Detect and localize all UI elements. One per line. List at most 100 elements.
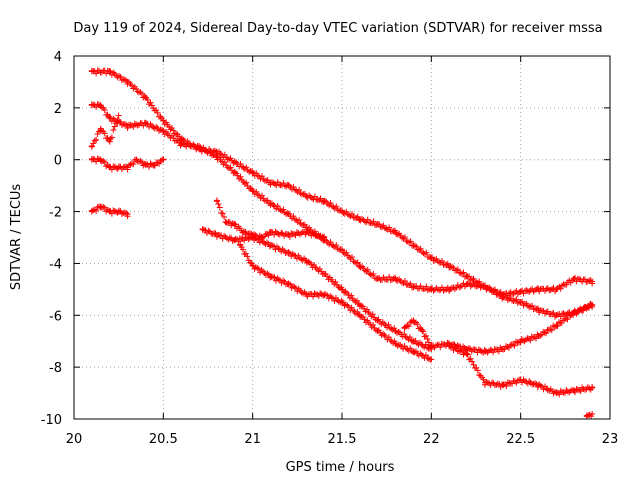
data-point xyxy=(101,107,108,114)
data-point xyxy=(493,381,500,388)
data-point xyxy=(369,311,376,318)
data-point xyxy=(543,330,550,337)
data-point xyxy=(432,342,439,349)
data-point xyxy=(134,88,141,95)
data-point xyxy=(333,242,340,249)
data-point xyxy=(356,216,363,223)
data-point xyxy=(249,169,256,176)
data-point xyxy=(115,164,122,171)
data-point xyxy=(535,382,542,389)
data-point xyxy=(361,316,368,323)
data-point xyxy=(292,285,299,292)
data-point xyxy=(348,292,355,299)
data-point xyxy=(424,335,431,342)
data-point xyxy=(524,287,531,294)
data-point xyxy=(517,299,524,306)
data-point xyxy=(222,218,229,225)
data-point xyxy=(215,200,222,207)
data-point xyxy=(331,297,338,304)
data-point xyxy=(339,286,345,293)
data-point xyxy=(330,204,337,211)
data-point xyxy=(464,351,471,358)
data-point xyxy=(297,220,304,227)
data-point xyxy=(429,254,436,261)
data-point xyxy=(267,200,274,207)
data-point xyxy=(531,380,538,387)
data-point xyxy=(115,112,122,119)
data-point xyxy=(316,266,323,273)
data-points xyxy=(88,67,596,420)
data-point xyxy=(241,237,248,244)
data-point xyxy=(527,303,534,310)
data-point xyxy=(332,278,339,285)
data-point xyxy=(469,282,476,289)
data-point xyxy=(361,305,368,312)
data-point xyxy=(423,249,430,256)
data-point xyxy=(178,140,185,147)
data-point xyxy=(421,250,428,257)
data-point xyxy=(296,231,303,238)
data-point xyxy=(505,344,512,351)
data-point xyxy=(401,278,408,285)
data-point xyxy=(589,410,596,417)
series-arc-h xyxy=(237,241,434,363)
data-point xyxy=(414,321,421,328)
data-point xyxy=(327,200,334,207)
data-point xyxy=(367,321,374,328)
data-point xyxy=(254,172,261,179)
data-point xyxy=(451,285,458,292)
data-point xyxy=(190,141,197,148)
data-point xyxy=(107,135,114,142)
data-point xyxy=(589,301,596,308)
data-point xyxy=(547,311,554,318)
data-point xyxy=(317,290,324,297)
data-point xyxy=(123,210,130,217)
data-point xyxy=(150,124,157,131)
data-point xyxy=(514,300,521,307)
data-point xyxy=(385,321,392,328)
data-point xyxy=(97,203,104,210)
data-point xyxy=(374,327,381,334)
data-point xyxy=(226,156,233,163)
data-point xyxy=(584,304,591,311)
data-point xyxy=(490,349,497,356)
data-point xyxy=(88,156,95,163)
data-point xyxy=(285,211,292,218)
data-point xyxy=(354,297,361,304)
data-point xyxy=(467,276,474,283)
data-point xyxy=(148,102,155,109)
data-point xyxy=(142,161,149,168)
data-point xyxy=(571,309,578,316)
data-point xyxy=(106,138,113,145)
data-point xyxy=(374,221,381,228)
data-point xyxy=(100,158,107,165)
data-point xyxy=(263,239,270,246)
data-point xyxy=(557,285,564,292)
data-point xyxy=(219,210,226,217)
data-point xyxy=(446,263,453,270)
data-point xyxy=(363,219,370,226)
data-point xyxy=(483,286,490,293)
data-point xyxy=(425,339,432,346)
data-point xyxy=(101,159,108,166)
data-point xyxy=(110,207,117,214)
data-point xyxy=(554,285,561,292)
data-point xyxy=(124,123,131,130)
data-point xyxy=(422,352,429,359)
data-point xyxy=(275,245,282,252)
data-point xyxy=(321,234,328,241)
data-point xyxy=(341,251,348,258)
data-point xyxy=(574,309,581,316)
data-point xyxy=(293,187,300,194)
data-point xyxy=(364,216,371,223)
data-point xyxy=(364,306,371,313)
data-point xyxy=(196,143,203,150)
data-point xyxy=(374,317,381,324)
data-point xyxy=(226,234,233,241)
data-point xyxy=(419,327,426,334)
data-point xyxy=(329,278,336,285)
data-point xyxy=(213,154,220,161)
data-point xyxy=(317,195,324,202)
data-point xyxy=(178,135,185,142)
